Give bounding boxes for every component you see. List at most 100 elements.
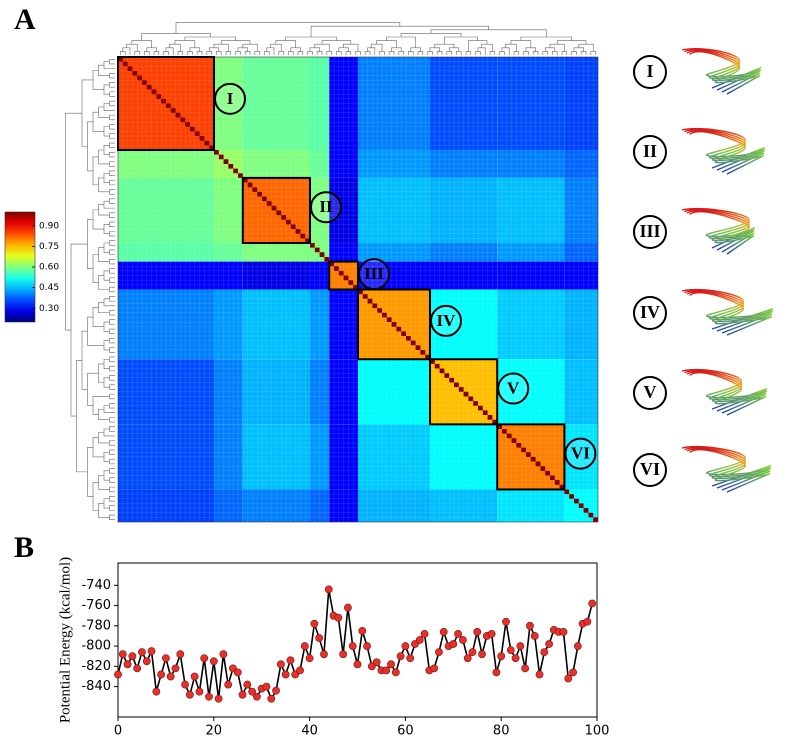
structure-icon [684,209,755,251]
heatmap-cell [497,57,565,150]
point [458,636,467,644]
point [583,617,592,626]
structure-icon [689,449,771,493]
point [310,619,319,628]
point [248,687,257,696]
heatmap-frame [117,56,599,523]
point [118,650,127,659]
heatmap-cell [310,359,330,425]
point [502,617,510,626]
heatmap-cell [564,289,598,360]
point [344,603,352,612]
cluster-box [357,288,431,361]
cluster-legend-marker [633,215,667,249]
point [123,660,132,669]
cluster-legend-label: I [646,61,653,81]
point [497,652,506,661]
heatmap-cell [214,289,243,360]
heatmap-cell [242,359,310,425]
point [305,654,314,663]
heatmap-cell [310,150,330,178]
point [353,660,362,669]
heatmap-cell [358,57,430,150]
heatmap-cell [329,243,358,262]
point [569,668,577,677]
cluster-legend-marker [633,296,667,330]
cluster-box [328,260,360,291]
point [224,680,233,689]
cluster-legend-label: VI [640,459,660,479]
heatmap-cell [430,57,498,150]
heatmap-cell [430,261,498,290]
structure-icon [681,289,774,330]
heatmap-cell [329,489,358,522]
colorbar-tick-label: 0.30 [39,304,59,314]
x-tick-label: 20 [206,724,223,739]
cluster-label: II [319,197,333,216]
cluster-legend-label: IV [640,302,660,322]
heatmap-cell [358,243,430,262]
point [152,687,161,696]
structure-icon [689,131,765,175]
point [300,642,309,650]
heatmap-cell [242,243,310,262]
heatmap-cell [310,177,330,243]
x-tick-label: 80 [493,724,510,739]
heatmap-cell [329,289,358,360]
heatmap-cell [310,57,330,150]
point [166,672,175,681]
point [281,670,290,679]
heatmap-cell [118,289,214,360]
y-axis-title: Potential Energy (kcal/mol) [57,557,73,723]
point [114,670,122,679]
cluster-legend-label: III [639,221,660,241]
heatmap-cell [430,177,498,243]
point [463,654,472,663]
structure-icon [689,211,755,255]
heatmap-cell [214,177,243,243]
heatmap-cell [214,261,243,290]
structure-icon [681,128,766,169]
point [324,585,333,594]
heatmap-cell [329,359,358,425]
cluster-legend-marker [633,55,667,89]
point [262,682,271,691]
heatmap-cell [430,424,498,490]
heatmap-cell [430,289,498,360]
heatmap-cell [310,261,330,290]
point [358,626,367,635]
point [382,666,391,675]
heatmap-cell [118,359,214,425]
cluster-marker [564,437,597,470]
heatmap-cell [118,243,214,262]
heatmap-cell [329,177,358,243]
point [521,664,530,673]
heatmap-cell [430,243,498,262]
heatmap-cell [497,289,565,360]
point [530,632,539,640]
y-tick-label: -820 [81,659,111,674]
colorbar [4,211,36,323]
point [473,627,482,636]
heatmap-cell [242,489,310,522]
point [195,687,204,696]
structure-icon [681,48,762,89]
point [492,668,501,677]
point [128,652,137,661]
cluster-legend-marker [633,453,667,487]
structure-icon [681,369,768,410]
point [449,640,458,648]
heatmap-cell [358,261,430,290]
point [209,657,218,666]
point [233,668,242,677]
point [511,654,520,663]
point [401,642,410,650]
cluster-label: I [227,89,234,108]
heatmap-cell [242,424,310,490]
point [439,627,448,636]
point [339,650,348,659]
point [320,650,328,659]
heatmap-cell [358,177,430,243]
point [205,692,213,701]
